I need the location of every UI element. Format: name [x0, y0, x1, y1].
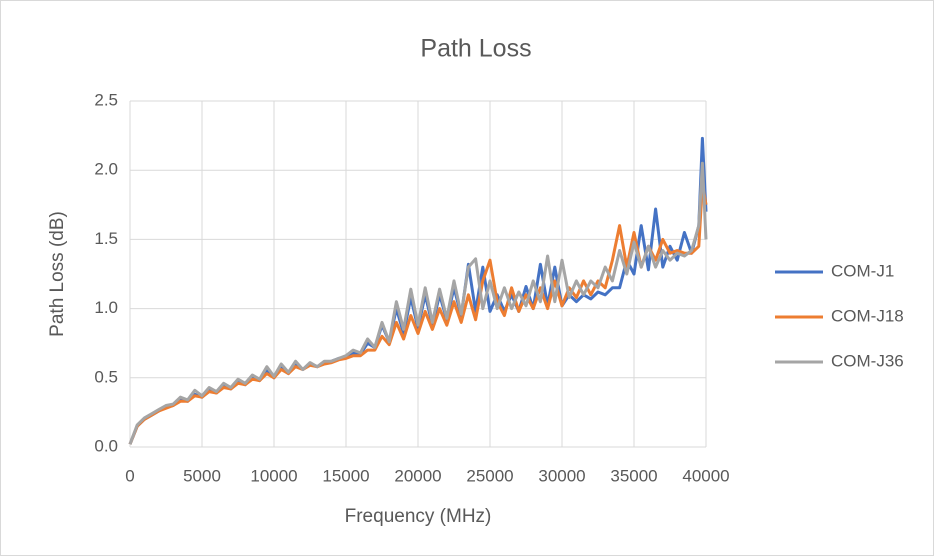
x-axis-label: Frequency (MHz): [345, 506, 492, 527]
y-tick-label: 0.5: [94, 367, 118, 386]
x-tick-label: 40000: [682, 466, 729, 485]
y-axis-label: Path Loss (dB): [47, 211, 68, 337]
chart-title: Path Loss: [420, 35, 531, 63]
x-tick-label: 5000: [183, 466, 221, 485]
y-tick-label: 1.0: [94, 298, 118, 317]
line-series: [128, 182, 708, 445]
y-tick-label: 2.5: [94, 90, 118, 109]
y-tick-label: 0.0: [94, 436, 118, 455]
x-tick-label: 30000: [538, 466, 585, 485]
legend-label: COM-J1: [831, 261, 894, 280]
x-tick-label: 10000: [250, 466, 297, 485]
line-series: [128, 161, 708, 445]
y-tick-label: 2.0: [94, 160, 118, 179]
x-tick-label: 15000: [322, 466, 369, 485]
x-tick-label: 20000: [394, 466, 441, 485]
x-tick-label: 0: [125, 466, 134, 485]
x-tick-label: 35000: [610, 466, 657, 485]
legend-label: COM-J36: [831, 351, 904, 370]
x-tick-label: 25000: [466, 466, 513, 485]
y-tick-label: 1.5: [94, 229, 118, 248]
legend-label: COM-J18: [831, 306, 904, 325]
